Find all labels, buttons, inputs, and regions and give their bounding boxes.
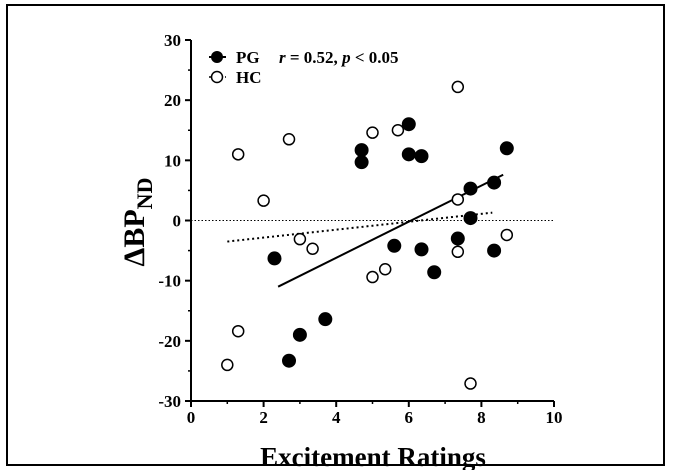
data-points: [221, 80, 514, 390]
point-pg: [487, 175, 502, 190]
stat-p-label: p: [340, 48, 351, 67]
stat-r-value: = 0.52,: [286, 48, 342, 67]
y-tick-label: 0: [173, 212, 182, 231]
y-axis-title-sub: ND: [132, 178, 157, 210]
x-tick-label: 6: [405, 408, 414, 427]
point-pg: [354, 155, 369, 170]
point-hc: [293, 232, 307, 246]
point-pg: [450, 231, 465, 246]
point-pg: [282, 353, 297, 368]
point-hc: [378, 262, 392, 276]
point-pg: [354, 143, 369, 158]
y-tick-label: -30: [158, 392, 181, 411]
point-hc: [306, 242, 319, 256]
axes: -30 -20 -10 0 10 20 30 0 2 4 6 8 10: [158, 31, 562, 427]
point-pg: [427, 265, 442, 280]
legend-hc-label: HC: [236, 68, 262, 87]
point-pg: [463, 181, 478, 196]
point-hc: [366, 126, 379, 139]
stat-annotation: r = 0.52, p < 0.05: [279, 48, 399, 67]
chart-frame: [6, 4, 665, 466]
point-pg: [414, 149, 429, 164]
point-hc: [366, 270, 379, 284]
point-pg: [463, 211, 478, 226]
point-pg: [401, 117, 416, 132]
fit-lines: [191, 173, 554, 288]
legend: PG r = 0.52, p < 0.05 HC: [209, 48, 399, 87]
point-pg: [267, 251, 282, 266]
point-pg: [499, 141, 514, 156]
point-hc: [464, 377, 477, 390]
x-axis-title: Excitement Ratings: [260, 442, 486, 470]
point-pg: [292, 327, 307, 342]
point-pg: [401, 147, 416, 162]
point-hc: [451, 193, 465, 206]
legend-pg-label: PG: [236, 48, 260, 67]
point-hc: [500, 228, 514, 242]
legend-item-pg: PG r = 0.52, p < 0.05: [209, 48, 399, 67]
point-hc: [231, 148, 245, 161]
point-hc: [391, 124, 405, 137]
point-pg: [487, 243, 502, 258]
x-tick-label: 0: [187, 408, 196, 427]
x-tick-label: 8: [477, 408, 486, 427]
y-axis-title: ΔBPND: [118, 178, 157, 267]
point-pg: [318, 312, 333, 327]
stat-r-label: r: [279, 48, 286, 67]
x-tick-label: 2: [259, 408, 268, 427]
y-tick-label: -20: [158, 332, 181, 351]
point-pg: [414, 242, 429, 257]
x-tick-label: 4: [332, 408, 341, 427]
point-hc: [231, 324, 245, 338]
x-tick-label: 10: [546, 408, 563, 427]
point-hc: [282, 133, 296, 146]
y-tick-label: 10: [164, 151, 181, 170]
stat-p-value: < 0.05: [351, 48, 399, 67]
y-axis-title-main: ΔBP: [118, 209, 151, 266]
y-tick-label: 20: [164, 91, 181, 110]
point-pg: [387, 238, 402, 253]
y-tick-label: -10: [158, 272, 181, 291]
legend-item-hc: HC: [209, 68, 262, 87]
point-hc: [451, 245, 465, 259]
point-hc: [451, 80, 465, 94]
legend-pg-marker: [211, 51, 223, 63]
y-tick-label: 30: [164, 31, 181, 50]
point-hc: [221, 358, 234, 372]
legend-hc-marker: [210, 70, 224, 84]
point-hc: [257, 194, 270, 207]
